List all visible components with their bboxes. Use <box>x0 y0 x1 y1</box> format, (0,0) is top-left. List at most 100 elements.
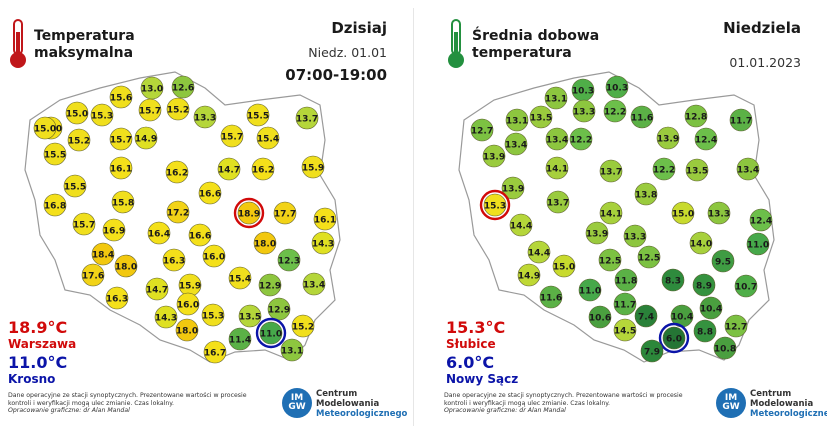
min-extreme-place: Krosno <box>8 372 56 386</box>
station-dot <box>578 278 602 302</box>
station-value: 15.7 <box>139 107 161 117</box>
station-value: 11.8 <box>615 277 637 287</box>
station-marker: 14.4 <box>527 240 551 264</box>
station-dot <box>517 263 541 287</box>
station-marker: 15.0 <box>671 201 695 225</box>
station-dot <box>539 285 563 309</box>
station-dot <box>634 182 658 206</box>
station-value: 14.9 <box>518 272 540 282</box>
station-marker: 14.1 <box>599 201 623 225</box>
station-dot <box>134 126 158 150</box>
map-title: Średnia dobowa temperatura <box>472 28 599 62</box>
station-dot <box>505 108 529 132</box>
station-marker: 13.3 <box>707 201 731 225</box>
station-marker: 13.5 <box>529 105 553 129</box>
station-value: 13.4 <box>505 141 527 151</box>
station-value: 12.4 <box>750 217 772 227</box>
station-value: 15.8 <box>112 199 134 209</box>
station-dot <box>545 156 569 180</box>
date-label: 01.01.2023 <box>729 55 801 70</box>
station-value: 14.5 <box>614 327 636 337</box>
min-extreme-place: Nowy Sącz <box>446 372 519 386</box>
station-dot <box>588 305 612 329</box>
station-value: 14.1 <box>546 165 568 175</box>
station-dot <box>253 231 277 255</box>
station-value: 15.5 <box>44 151 66 161</box>
station-value: 12.9 <box>259 282 281 292</box>
station-value: 14.1 <box>600 210 622 220</box>
station-dot <box>652 157 676 181</box>
station-marker: 13.9 <box>501 176 525 200</box>
station-value: 10.3 <box>606 84 628 94</box>
station-marker: 15.7 <box>138 98 162 122</box>
station-dot <box>685 158 709 182</box>
station-dot <box>311 231 335 255</box>
station-marker: 13.3 <box>572 99 596 123</box>
station-value: 13.1 <box>506 117 528 127</box>
station-value: 12.5 <box>599 257 621 267</box>
station-marker: 15.0 <box>65 101 89 125</box>
station-marker: 10.3 <box>605 75 629 99</box>
station-dot <box>165 160 189 184</box>
station-marker: 6.0 <box>658 322 690 354</box>
station-dot <box>302 272 326 296</box>
station-marker: 16.3 <box>162 248 186 272</box>
station-value: 13.5 <box>239 313 261 323</box>
station-marker: 11.7 <box>729 108 753 132</box>
station-dot <box>545 127 569 151</box>
station-dot <box>693 319 717 343</box>
max-highlight-ring <box>233 197 265 229</box>
station-marker: 10.7 <box>734 274 758 298</box>
station-dot <box>258 273 282 297</box>
station-value: 16.6 <box>199 190 221 200</box>
station-value: 13.3 <box>573 108 595 118</box>
station-marker: 10.8 <box>713 336 737 360</box>
station-marker: 10.4 <box>699 296 723 320</box>
station-dot <box>546 190 570 214</box>
station-value: 10.4 <box>671 313 693 323</box>
station-marker: 15.0 <box>33 116 57 140</box>
min-extreme: 6.0°C Nowy Sącz <box>446 353 518 386</box>
max-extreme-value: 15.3°C <box>446 318 506 337</box>
station-dot <box>91 242 115 266</box>
title-line-2: temperatura <box>472 45 572 61</box>
station-value: 12.2 <box>653 166 675 176</box>
station-value: 11.6 <box>631 114 653 124</box>
station-value: 12.5 <box>638 254 660 264</box>
station-dot <box>147 221 171 245</box>
station-value: 6.0 <box>666 335 682 345</box>
station-value: 14.9 <box>135 135 157 145</box>
station-dot <box>90 103 114 127</box>
station-value: 13.9 <box>586 230 608 240</box>
station-value: 12.4 <box>695 136 717 146</box>
station-dot <box>237 201 261 225</box>
station-value: 14.0 <box>690 240 712 250</box>
imgw-logo-mark: IM GW <box>282 388 312 418</box>
station-dot <box>166 200 190 224</box>
station-dot <box>509 213 533 237</box>
station-marker: 17.2 <box>166 200 190 224</box>
station-value: 16.4 <box>148 230 170 240</box>
station-marker: 14.9 <box>517 263 541 287</box>
station-dot <box>72 212 96 236</box>
station-marker: 8.9 <box>692 273 716 297</box>
author-text: Opracowanie graficzne: dr Alan Mandal <box>444 407 566 415</box>
min-extreme-value: 6.0°C <box>446 353 495 372</box>
station-dot <box>228 266 252 290</box>
station-marker: 12.5 <box>598 248 622 272</box>
footer-note: Dane operacyjne ze stacji synoptycznych.… <box>8 392 258 415</box>
station-dot <box>175 318 199 342</box>
station-value: 13.9 <box>483 153 505 163</box>
station-value: 13.0 <box>141 85 163 95</box>
imgw-logo: IM GW Centrum Modelowania Meteorologiczn… <box>282 386 407 422</box>
station-value: 10.3 <box>572 87 594 97</box>
max-extreme: 18.9°C Warszawa <box>8 318 76 351</box>
station-value: 15.0 <box>672 210 694 220</box>
station-dot <box>614 268 638 292</box>
station-dot <box>662 326 686 350</box>
station-marker: 12.2 <box>603 99 627 123</box>
station-marker: 18.4 <box>91 242 115 266</box>
station-marker: 13.4 <box>545 127 569 151</box>
min-extreme-value: 11.0°C <box>8 353 68 372</box>
station-dot <box>634 304 658 328</box>
